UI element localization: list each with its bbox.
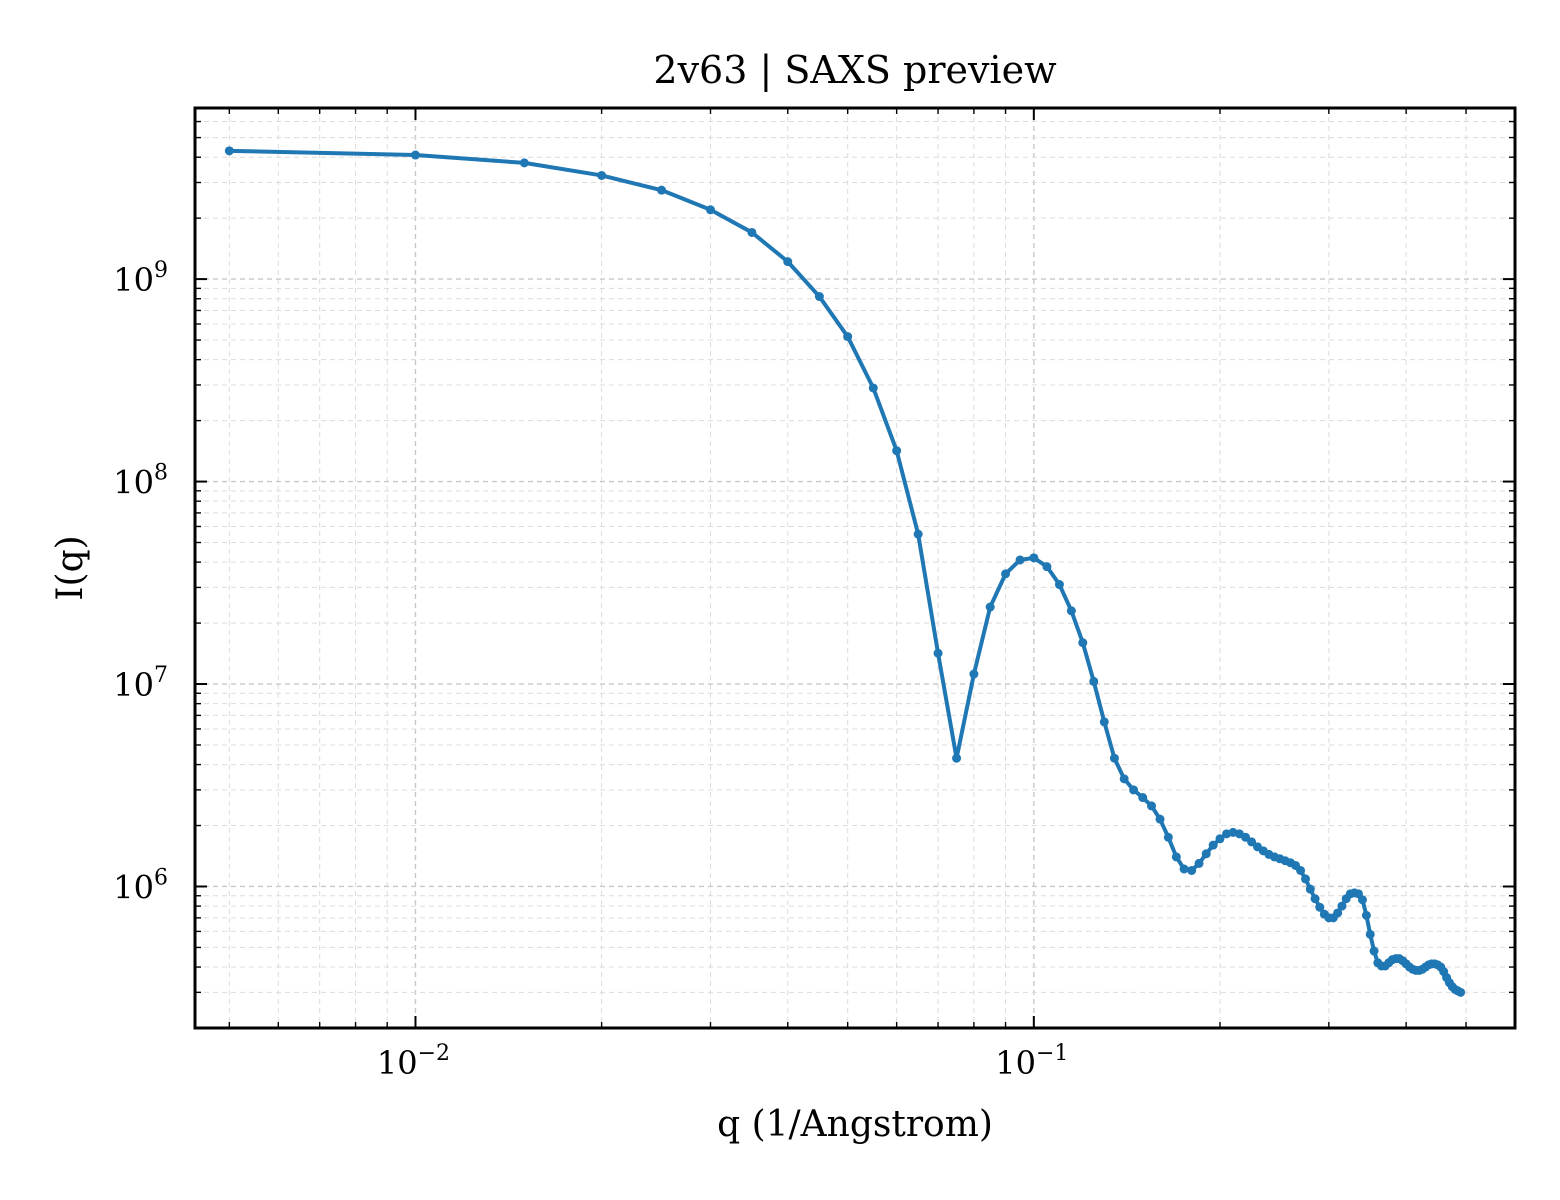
- data-point: [1078, 638, 1088, 648]
- x-tick-label: 10−1: [995, 1041, 1068, 1082]
- data-point: [892, 446, 902, 456]
- data-point: [1315, 902, 1325, 912]
- data-point: [1300, 874, 1310, 884]
- data-point: [706, 205, 715, 215]
- data-point: [1201, 849, 1211, 859]
- tick-labels: 10−2 10−1 106 107 108 109: [113, 258, 1068, 1082]
- x-tick-label: 10−2: [377, 1041, 450, 1082]
- data-point: [952, 753, 962, 763]
- data-point: [519, 158, 529, 168]
- data-point: [1119, 774, 1129, 784]
- data-point: [969, 669, 979, 679]
- y-tick-label: 107: [113, 663, 168, 704]
- data-point: [933, 648, 943, 658]
- y-tick-label: 106: [113, 865, 168, 906]
- x-axis-label: q (1/Angstrom): [717, 1104, 993, 1145]
- y-tick-label: 108: [113, 461, 168, 502]
- data-point: [1029, 553, 1039, 563]
- data-point: [868, 383, 878, 393]
- data-point: [1215, 834, 1225, 844]
- data-point: [1208, 840, 1218, 850]
- data-point: [1015, 555, 1025, 565]
- data-point: [1365, 929, 1375, 939]
- data-point: [985, 602, 995, 612]
- data-point: [1163, 832, 1173, 842]
- data-point: [1001, 569, 1011, 579]
- data-point: [1155, 814, 1165, 824]
- data-point: [1194, 858, 1204, 868]
- data-point: [1109, 753, 1119, 763]
- data-point: [913, 529, 923, 539]
- y-axis-label: I(q): [50, 535, 91, 600]
- data-point: [1099, 717, 1109, 727]
- data-point: [1337, 901, 1347, 911]
- data-point: [1054, 580, 1064, 590]
- data-point: [597, 170, 607, 180]
- data-point: [657, 185, 667, 195]
- data-point: [843, 332, 853, 342]
- data-point: [1333, 908, 1343, 918]
- data-point: [1129, 785, 1139, 795]
- plot-frame: [193, 106, 1517, 1030]
- data-point: [1179, 864, 1189, 874]
- data-point: [1171, 852, 1181, 862]
- data-point: [1042, 562, 1052, 572]
- data-point: [1187, 865, 1197, 875]
- data-point: [1361, 910, 1371, 920]
- data-point: [1147, 801, 1157, 811]
- data-point: [1066, 606, 1076, 616]
- data-point: [224, 146, 234, 156]
- data-point: [1310, 894, 1320, 904]
- series-layer: [224, 146, 1466, 997]
- data-point: [783, 257, 793, 267]
- data-point: [1456, 987, 1466, 997]
- data-point: [1247, 837, 1257, 847]
- chart-title: 2v63 | SAXS preview: [653, 48, 1057, 92]
- data-point: [1357, 895, 1367, 905]
- data-point: [747, 227, 757, 237]
- data-point: [814, 292, 824, 302]
- data-point: [1296, 865, 1306, 875]
- data-point: [410, 150, 420, 160]
- y-tick-label: 109: [113, 258, 168, 299]
- data-point: [1305, 884, 1315, 894]
- data-point: [1138, 793, 1148, 803]
- data-point: [1369, 946, 1379, 956]
- data-point: [1089, 676, 1099, 686]
